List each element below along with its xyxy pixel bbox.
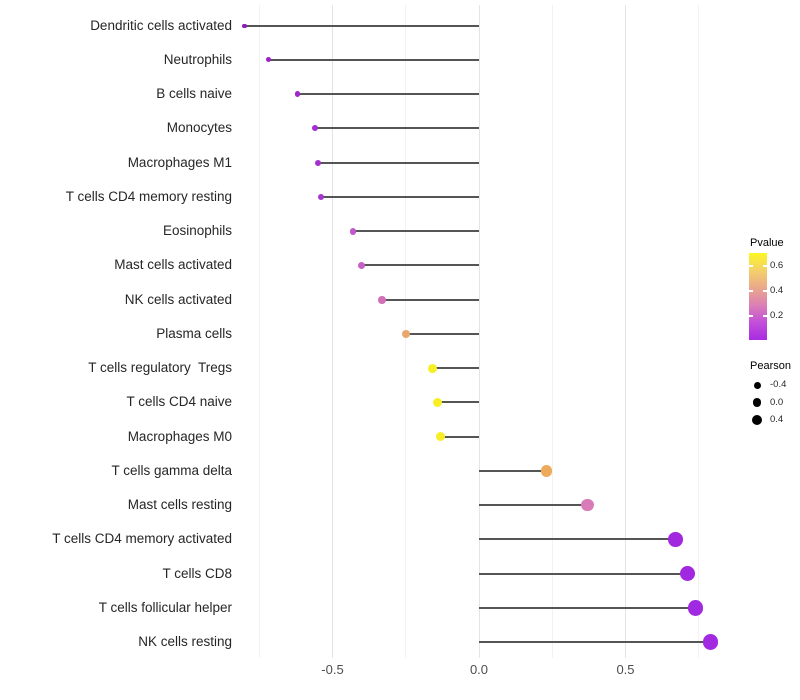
lollipop-dot: [378, 295, 387, 304]
category-label: B cells naive: [156, 86, 232, 102]
lollipop-dot: [401, 329, 410, 339]
colorbar-tick: [749, 315, 753, 318]
gridline: [625, 5, 626, 658]
colorbar-tick: [763, 315, 767, 318]
lollipop-dot: [679, 566, 695, 582]
x-tick-label: -0.5: [321, 662, 344, 677]
legend-pearson-title: Pearson: [750, 360, 791, 372]
category-label: Macrophages M0: [127, 428, 232, 444]
legend-pvalue-title: Pvalue: [750, 237, 784, 249]
category-label: Plasma cells: [156, 325, 232, 341]
lollipop-stem: [432, 367, 479, 370]
lollipop-stem: [353, 230, 479, 233]
gridline: [698, 5, 700, 658]
gridline: [332, 5, 333, 658]
category-label: NK cells resting: [138, 634, 232, 650]
pvalue-colorbar: [749, 253, 767, 340]
x-tick-label: 0.0: [469, 662, 489, 677]
x-tick-label: 0.5: [616, 662, 635, 677]
colorbar-tick: [749, 289, 753, 292]
lollipop-dot: [265, 57, 271, 63]
lollipop-stem: [382, 298, 479, 301]
lollipop-stem: [314, 127, 479, 130]
lollipop-dot: [242, 23, 247, 28]
colorbar-tick: [763, 289, 767, 292]
category-label: Mast cells resting: [127, 497, 232, 513]
category-label: Macrophages M1: [127, 154, 232, 170]
colorbar-tick-label: 0.2: [770, 310, 784, 322]
pearson-legend-dot: [753, 381, 761, 389]
lollipop-dot: [294, 91, 301, 98]
lollipop-dot: [311, 125, 318, 132]
lollipop-dot: [314, 159, 321, 166]
lollipop-dot: [358, 261, 366, 270]
lollipop-stem: [440, 435, 479, 438]
lollipop-stem: [479, 504, 588, 507]
category-label: T cells regulatory Tregs: [88, 360, 232, 376]
lollipop-stem: [244, 24, 479, 27]
lollipop-dot: [349, 227, 357, 235]
category-label: Neutrophils: [163, 51, 232, 67]
colorbar-tick-label: 0.4: [770, 284, 784, 296]
gridline: [258, 5, 260, 658]
lollipop-dot: [702, 634, 719, 650]
lollipop-stem: [405, 332, 479, 335]
category-label: Eosinophils: [162, 223, 232, 239]
colorbar-tick-label: 0.6: [770, 259, 784, 271]
category-label: T cells gamma delta: [111, 462, 232, 478]
pearson-legend-dot: [752, 398, 762, 408]
lollipop-stem: [479, 606, 696, 609]
pearson-legend-dot: [751, 414, 763, 426]
pearson-legend-label: 0.4: [770, 414, 784, 425]
lollipop-dot: [667, 532, 683, 547]
lollipop-dot: [540, 465, 553, 477]
lollipop-dot: [427, 363, 437, 373]
lollipop-stem: [479, 641, 711, 644]
category-label: T cells CD4 naive: [126, 394, 232, 410]
lollipop-stem: [317, 161, 479, 164]
lollipop-dot: [688, 600, 704, 616]
category-label: NK cells activated: [124, 291, 232, 307]
pearson-legend-label: -0.4: [770, 379, 787, 390]
lollipop-dot: [581, 498, 594, 512]
gridline: [551, 5, 553, 658]
pearson-legend-label: 0.0: [770, 396, 784, 408]
lollipop-stem: [297, 93, 479, 96]
category-label: Mast cells activated: [114, 257, 232, 273]
category-label: T cells CD8: [162, 565, 232, 581]
lollipop-dot: [317, 193, 324, 201]
gridline: [478, 5, 480, 658]
category-label: Monocytes: [166, 120, 232, 136]
lollipop-stem: [479, 469, 547, 472]
category-label: T cells CD4 memory resting: [65, 188, 232, 204]
lollipop-dot: [436, 432, 446, 442]
category-label: T cells CD4 memory activated: [52, 531, 232, 547]
lollipop-stem: [479, 538, 676, 541]
lollipop-stem: [437, 401, 479, 404]
category-label: Dendritic cells activated: [90, 17, 232, 33]
colorbar-tick: [749, 264, 753, 267]
colorbar-tick: [763, 264, 767, 267]
lollipop-stem: [268, 58, 479, 61]
lollipop-dot: [433, 397, 443, 407]
lollipop-stem: [320, 195, 479, 198]
lollipop-stem: [361, 264, 479, 267]
category-label: T cells follicular helper: [98, 599, 232, 615]
lollipop-stem: [479, 572, 688, 575]
